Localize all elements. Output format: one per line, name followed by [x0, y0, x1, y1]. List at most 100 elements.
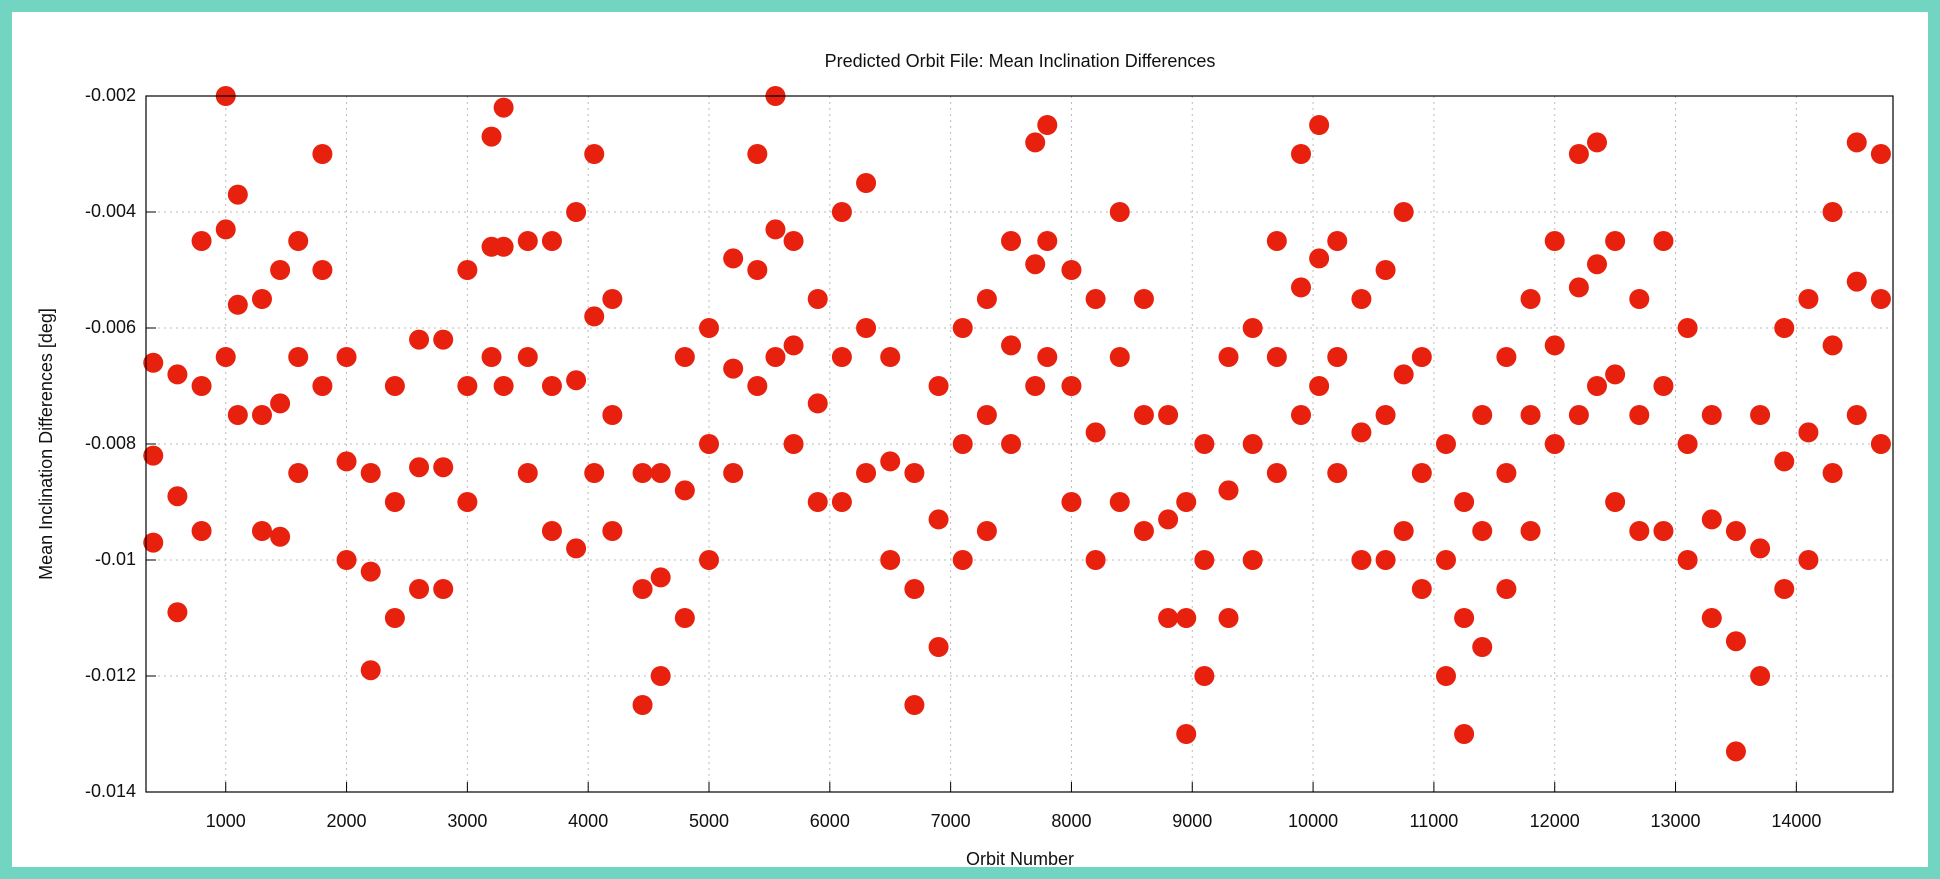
data-point [1001, 434, 1022, 454]
data-point [632, 463, 653, 483]
data-point [928, 376, 949, 396]
data-point [765, 219, 786, 240]
data-point [650, 567, 671, 588]
data-point [1291, 277, 1312, 298]
data-point [1677, 550, 1698, 570]
data-point [650, 463, 671, 483]
data-point [1037, 115, 1058, 135]
data-point [409, 329, 430, 350]
data-point [384, 376, 405, 396]
data-point [747, 260, 768, 280]
data-point [143, 532, 164, 553]
x-tick-label: 13000 [1650, 811, 1700, 831]
data-point [723, 248, 744, 269]
data-point [1327, 463, 1348, 483]
data-point [384, 492, 405, 512]
data-point [1061, 492, 1082, 512]
data-point [1001, 231, 1022, 251]
data-point [1025, 254, 1046, 275]
data-point [566, 538, 587, 559]
data-point [312, 144, 333, 164]
data-point [1496, 463, 1517, 483]
data-point [904, 463, 925, 483]
x-tick-label: 5000 [689, 811, 729, 831]
data-point [517, 463, 538, 483]
data-point [1822, 202, 1843, 222]
data-point [699, 318, 720, 338]
data-point [807, 289, 828, 309]
data-point [1822, 335, 1843, 356]
x-tick-label: 1000 [206, 811, 246, 831]
data-point [1587, 376, 1608, 396]
data-point [541, 231, 562, 251]
data-point [1327, 347, 1348, 367]
data-point [457, 376, 478, 396]
data-point [1496, 347, 1517, 367]
x-tick-label: 3000 [447, 811, 487, 831]
data-point [1544, 231, 1565, 251]
data-point [167, 364, 188, 385]
data-point [191, 376, 212, 396]
data-point [1085, 289, 1106, 309]
data-point [227, 294, 248, 315]
x-axis-label: Orbit Number [966, 849, 1074, 869]
data-point [1435, 666, 1456, 686]
data-point [632, 695, 653, 715]
data-point [566, 370, 587, 391]
data-point [1629, 405, 1650, 425]
data-point [1701, 608, 1722, 628]
data-point [1393, 364, 1414, 385]
data-point [1605, 364, 1626, 385]
data-point [783, 434, 804, 454]
data-point [856, 173, 877, 193]
data-point [1218, 347, 1239, 367]
data-point [312, 260, 333, 280]
x-tick-label: 8000 [1051, 811, 1091, 831]
y-axis-label: Mean Inclination Differences [deg] [36, 308, 56, 580]
data-point [602, 521, 623, 541]
data-point [143, 445, 164, 466]
data-point [433, 329, 454, 350]
data-point [1472, 521, 1493, 541]
data-point [674, 608, 695, 628]
data-point [143, 352, 164, 373]
data-point [783, 231, 804, 251]
data-point [1133, 289, 1154, 309]
data-point [1351, 289, 1372, 309]
data-point [1218, 608, 1239, 628]
y-tick-label: -0.01 [95, 549, 136, 569]
data-point [384, 608, 405, 628]
data-point [1291, 405, 1312, 425]
data-point [1375, 405, 1396, 425]
data-point [1750, 538, 1771, 559]
data-point [1520, 405, 1541, 425]
data-point [1375, 260, 1396, 280]
data-point [215, 219, 236, 240]
data-point [632, 579, 653, 599]
data-point [699, 550, 720, 570]
data-point [856, 318, 877, 338]
data-point [215, 347, 236, 367]
data-point [1266, 347, 1287, 367]
data-point [1109, 492, 1130, 512]
data-point [541, 376, 562, 396]
data-point [336, 451, 357, 472]
data-point [167, 602, 188, 623]
x-tick-label: 11000 [1410, 811, 1459, 831]
data-point [1242, 550, 1263, 570]
data-point [1544, 335, 1565, 356]
data-point [1605, 492, 1626, 512]
data-point [1701, 509, 1722, 530]
data-point [831, 492, 852, 512]
data-point [312, 376, 333, 396]
data-point [1266, 231, 1287, 251]
data-point [747, 144, 768, 164]
data-point [1309, 115, 1330, 135]
data-point [1870, 434, 1891, 454]
data-point [517, 347, 538, 367]
data-point [723, 358, 744, 379]
data-point [1133, 405, 1154, 425]
data-point [1774, 318, 1795, 338]
